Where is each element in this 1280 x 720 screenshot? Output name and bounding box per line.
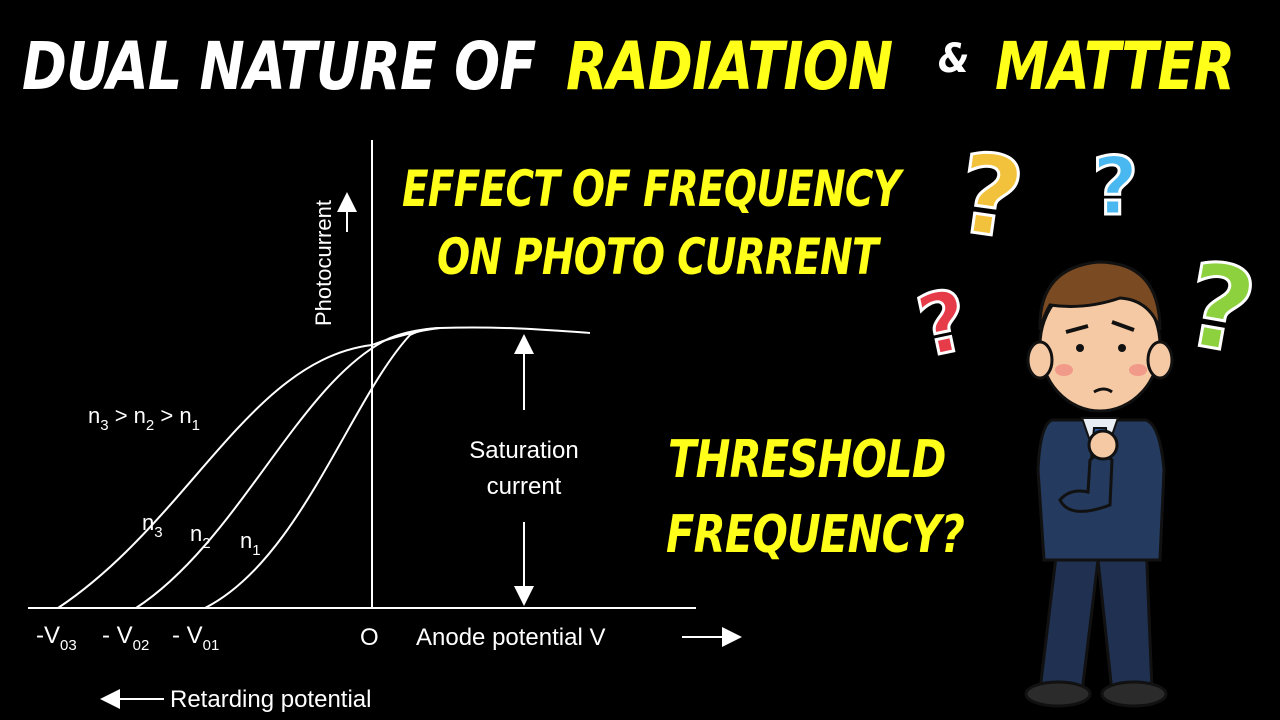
curve-label-n3: n3 [142,510,163,541]
origin-label: O [360,624,379,651]
svg-text:?: ? [950,129,1031,265]
thinking-man-illustration [1024,260,1174,708]
saturation-label-2: current [487,473,562,500]
curve-label-n1: n1 [240,528,261,559]
curve-n3 [57,327,441,609]
blue-question-icon: ? [1091,139,1140,235]
svg-text:?: ? [909,270,977,376]
green-question-icon: ? [1174,235,1267,383]
curve-label-n2: n2 [190,521,211,552]
curve-n2 [135,327,441,609]
yellow-question-icon: ? [948,127,1032,266]
curve-n1 [204,327,441,609]
subtitle-line2: ON PHOTO CURRENT [437,228,879,286]
svg-text:?: ? [1175,237,1265,382]
stopping-potential-v02: - V02 [102,622,149,654]
anode-potential-label: Anode potential V [416,624,605,651]
title-part1: DUAL NATURE OF [22,28,536,105]
subtitle-line1: EFFECT OF FREQUENCY [402,160,901,218]
frequency-order-label: n3 > n2 > n1 [88,403,200,434]
retarding-potential-label: Retarding potential [170,686,371,713]
stopping-potential-v03: -V03 [36,622,77,654]
question-line1: THRESHOLD [668,430,946,490]
saturation-plateau [439,326,591,334]
question-line2: FREQUENCY? [666,505,965,565]
red-question-icon: ? [908,269,979,378]
title-ampersand: & [938,36,969,82]
svg-text:?: ? [1092,140,1138,233]
saturation-label-1: Saturation [469,437,578,464]
title-part3: MATTER [995,28,1235,105]
stopping-potential-v01: - V01 [172,622,219,654]
y-axis-label: Photocurrent [311,200,336,326]
title-part2: RADIATION [566,28,893,105]
